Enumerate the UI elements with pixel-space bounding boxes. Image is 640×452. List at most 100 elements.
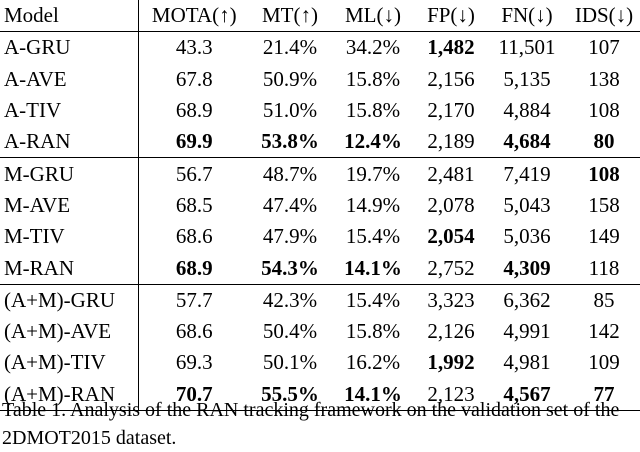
fn-cell: 5,036: [503, 224, 551, 249]
ids-cell: 158: [588, 192, 620, 217]
ml-cell: 19.7%: [345, 161, 401, 186]
mota-cell: 68.6: [175, 319, 213, 344]
ml-cell: 15.4%: [345, 287, 401, 312]
mt-cell: 48.7%: [262, 161, 318, 186]
fn-cell: 5,135: [503, 66, 551, 91]
fn-cell: 6,362: [503, 287, 551, 312]
table-row: M-TIV 68.6 47.9% 15.4% 2,054 5,036 149: [0, 221, 640, 253]
header-fn: FN(↓): [486, 0, 568, 33]
fp-cell: 2,752: [416, 252, 486, 285]
model-name-cell: M-TIV: [0, 221, 139, 253]
mt-cell: 51.0%: [262, 98, 318, 123]
table-row: (A+M)-GRU 57.7 42.3% 15.4% 3,323 6,362 85: [0, 284, 640, 316]
ml-cell: 14.1%: [330, 252, 416, 285]
header-row: Model MOTA(↑) MT(↑) ML(↓) FP(↓) FN(↓) ID…: [0, 0, 640, 33]
fp-cell: 2,170: [427, 98, 475, 123]
model-name-cell: (A+M)-AVE: [0, 315, 139, 348]
mt-cell: 47.9%: [262, 224, 318, 249]
header-fp: FP(↓): [416, 0, 486, 33]
table-row: M-AVE 68.5 47.4% 14.9% 2,078 5,043 158: [0, 189, 640, 222]
ids-cell: 107: [588, 35, 620, 60]
ids-cell: 109: [588, 350, 620, 375]
mota-cell: 56.7: [175, 161, 213, 186]
mota-cell: 69.9: [138, 126, 250, 159]
mota-cell: 68.9: [138, 252, 250, 285]
table-row: (A+M)-RAN 70.7 55.5% 14.1% 2,123 4,567 77: [0, 378, 640, 411]
group-appearance-motion: (A+M)-GRU 57.7 42.3% 15.4% 3,323 6,362 85 (A+M)…: [0, 284, 640, 411]
header-mota: MOTA(↑): [138, 0, 250, 33]
fn-cell: 4,309: [486, 252, 568, 285]
fn-cell: 4,567: [486, 378, 568, 411]
model-name-cell: A-AVE: [0, 63, 139, 95]
fp-cell: 1,992: [427, 350, 475, 375]
mt-cell: 50.1%: [262, 350, 318, 375]
mt-cell: 53.8%: [250, 126, 330, 159]
mota-cell: 68.9: [175, 98, 213, 123]
table-row: A-TIV 68.9 51.0% 15.8% 2,170 4,884 108: [0, 94, 640, 127]
model-name-cell: M-RAN: [0, 252, 139, 285]
fp-cell: 2,156: [427, 66, 475, 91]
header-ids: IDS(↓): [568, 0, 640, 33]
table-row: A-GRU 43.3 21.4% 34.2% 1,482 11,501 107: [0, 31, 640, 64]
header-ml: ML(↓): [330, 0, 416, 33]
ids-cell: 138: [588, 66, 620, 91]
ids-cell: 118: [568, 252, 640, 285]
ml-cell: 15.4%: [345, 224, 401, 249]
mt-cell: 50.9%: [262, 66, 318, 91]
ml-cell: 34.2%: [345, 35, 401, 60]
fp-cell: 2,054: [427, 224, 475, 249]
ml-cell: 15.8%: [345, 66, 401, 91]
mota-cell: 70.7: [138, 378, 250, 411]
group-appearance: A-GRU 43.3 21.4% 34.2% 1,482 11,501 107 A-AVE 67…: [0, 31, 640, 159]
fp-cell: 3,323: [427, 287, 475, 312]
fn-cell: 11,501: [498, 35, 556, 60]
ml-cell: 14.9%: [345, 192, 401, 217]
fp-cell: 2,481: [427, 161, 475, 186]
mt-cell: 47.4%: [262, 192, 318, 217]
fp-cell: 2,078: [427, 192, 475, 217]
header-mt: MT(↑): [250, 0, 330, 33]
header-model: Model: [0, 0, 139, 33]
ml-cell: 12.4%: [330, 126, 416, 159]
model-name-cell: (A+M)-GRU: [0, 284, 139, 316]
fn-cell: 4,684: [486, 126, 568, 159]
ids-cell: 77: [568, 378, 640, 411]
mota-cell: 68.5: [175, 192, 213, 217]
fn-cell: 4,884: [503, 98, 551, 123]
fn-cell: 4,991: [503, 319, 551, 344]
mt-cell: 54.3%: [250, 252, 330, 285]
ids-cell: 85: [593, 287, 615, 312]
mota-cell: 67.8: [175, 66, 213, 91]
ids-cell: 142: [588, 319, 620, 344]
mt-cell: 21.4%: [262, 35, 318, 60]
fn-cell: 5,043: [503, 192, 551, 217]
table-caption: Table 1. Analysis of the RAN tracking fr…: [2, 399, 620, 449]
model-name-cell: A-RAN: [0, 126, 139, 159]
ids-cell: 108: [588, 161, 620, 186]
table-row: A-RAN 69.9 53.8% 12.4% 2,189 4,684 80: [0, 126, 640, 159]
fp-cell: 2,123: [416, 378, 486, 411]
fp-cell: 1,482: [427, 35, 475, 60]
ml-cell: 15.8%: [345, 98, 401, 123]
fp-cell: 2,126: [427, 319, 475, 344]
model-name-cell: A-GRU: [0, 31, 139, 64]
group-motion: M-GRU 56.7 48.7% 19.7% 2,481 7,419 108 M-AVE 68.…: [0, 157, 640, 285]
table-row: (A+M)-AVE 68.6 50.4% 15.8% 2,126 4,991 142: [0, 315, 640, 348]
ids-cell: 149: [588, 224, 620, 249]
fn-cell: 4,981: [503, 350, 551, 375]
ids-cell: 108: [588, 98, 620, 123]
mota-cell: 69.3: [175, 350, 213, 375]
table-row: A-AVE 67.8 50.9% 15.8% 2,156 5,135 138: [0, 63, 640, 95]
fp-cell: 2,189: [416, 126, 486, 159]
table-row: (A+M)-TIV 69.3 50.1% 16.2% 1,992 4,981 109: [0, 347, 640, 379]
ml-cell: 16.2%: [345, 350, 401, 375]
mt-cell: 42.3%: [262, 287, 318, 312]
ids-cell: 80: [568, 126, 640, 159]
mota-cell: 57.7: [175, 287, 213, 312]
mt-cell: 55.5%: [250, 378, 330, 411]
mt-cell: 50.4%: [262, 319, 318, 344]
table-row: M-GRU 56.7 48.7% 19.7% 2,481 7,419 108: [0, 157, 640, 190]
mota-cell: 43.3: [175, 35, 213, 60]
model-name-cell: M-GRU: [0, 157, 139, 190]
